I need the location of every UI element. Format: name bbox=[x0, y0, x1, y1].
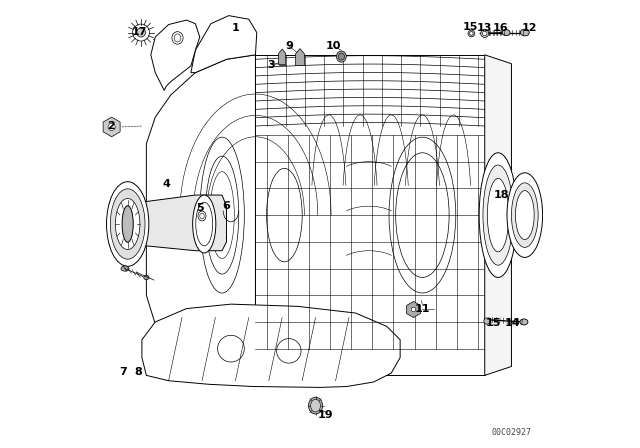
Polygon shape bbox=[255, 55, 484, 375]
Polygon shape bbox=[127, 195, 227, 251]
Ellipse shape bbox=[412, 307, 416, 312]
Ellipse shape bbox=[198, 211, 206, 221]
Text: 15: 15 bbox=[463, 22, 478, 32]
Text: 10: 10 bbox=[326, 41, 341, 51]
Polygon shape bbox=[296, 48, 305, 65]
Text: 16: 16 bbox=[493, 23, 508, 33]
Ellipse shape bbox=[108, 123, 115, 130]
Text: 5: 5 bbox=[196, 203, 204, 213]
Ellipse shape bbox=[339, 53, 344, 60]
Ellipse shape bbox=[507, 173, 543, 258]
Ellipse shape bbox=[520, 29, 529, 36]
Polygon shape bbox=[147, 55, 255, 375]
Ellipse shape bbox=[122, 206, 133, 242]
Ellipse shape bbox=[488, 178, 509, 252]
Ellipse shape bbox=[136, 28, 145, 37]
Ellipse shape bbox=[470, 32, 473, 35]
Ellipse shape bbox=[337, 51, 346, 62]
Ellipse shape bbox=[483, 31, 487, 36]
Ellipse shape bbox=[481, 30, 489, 38]
Text: 7: 7 bbox=[119, 367, 127, 377]
Ellipse shape bbox=[310, 400, 321, 412]
Text: 8: 8 bbox=[134, 367, 142, 377]
Polygon shape bbox=[103, 117, 120, 137]
Ellipse shape bbox=[484, 318, 490, 324]
Text: 1: 1 bbox=[232, 23, 239, 33]
Ellipse shape bbox=[115, 198, 140, 250]
Polygon shape bbox=[484, 55, 511, 375]
Text: 9: 9 bbox=[285, 41, 292, 51]
Ellipse shape bbox=[193, 195, 216, 253]
Ellipse shape bbox=[515, 190, 534, 240]
Polygon shape bbox=[278, 49, 285, 65]
Polygon shape bbox=[142, 304, 400, 388]
Ellipse shape bbox=[483, 165, 513, 265]
Text: 00C02927: 00C02927 bbox=[492, 428, 531, 437]
Text: 19: 19 bbox=[318, 410, 333, 420]
Ellipse shape bbox=[308, 397, 323, 414]
Ellipse shape bbox=[520, 319, 528, 325]
Polygon shape bbox=[406, 302, 420, 318]
Ellipse shape bbox=[106, 182, 149, 266]
Text: 17: 17 bbox=[132, 27, 147, 37]
Text: 13: 13 bbox=[477, 23, 492, 33]
Text: 18: 18 bbox=[494, 190, 509, 200]
Ellipse shape bbox=[468, 30, 475, 37]
Text: 3: 3 bbox=[268, 60, 275, 69]
Text: 12: 12 bbox=[522, 23, 537, 33]
Ellipse shape bbox=[121, 266, 129, 271]
Ellipse shape bbox=[172, 32, 183, 44]
Ellipse shape bbox=[511, 183, 538, 247]
Text: 11: 11 bbox=[415, 304, 430, 314]
Text: 2: 2 bbox=[107, 121, 115, 131]
Text: 4: 4 bbox=[163, 179, 170, 189]
Polygon shape bbox=[191, 16, 257, 73]
Text: 15: 15 bbox=[486, 318, 501, 328]
Ellipse shape bbox=[144, 275, 149, 280]
Polygon shape bbox=[151, 20, 200, 90]
Ellipse shape bbox=[502, 30, 510, 35]
Ellipse shape bbox=[110, 189, 145, 259]
Text: 14: 14 bbox=[504, 318, 520, 328]
Text: 6: 6 bbox=[223, 201, 230, 211]
Ellipse shape bbox=[479, 153, 517, 277]
